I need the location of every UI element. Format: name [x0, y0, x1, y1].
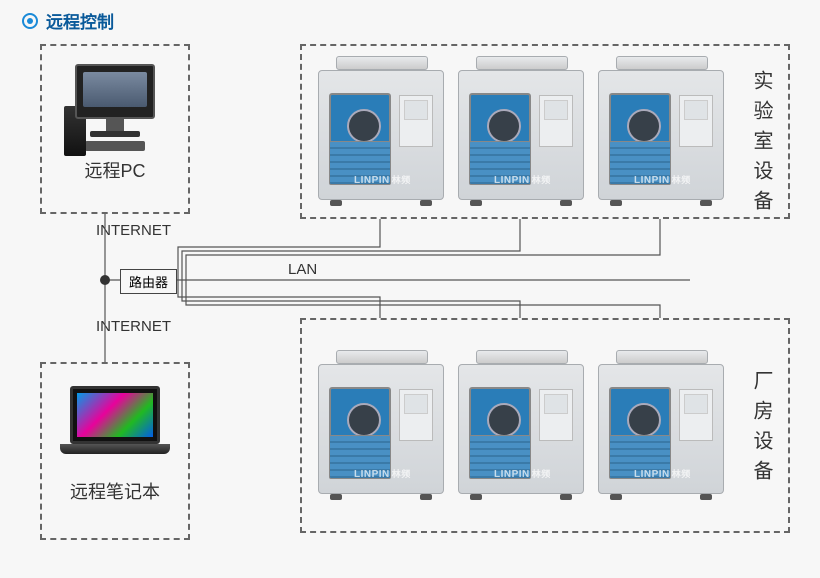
- remote-laptop-box: 远程笔记本: [40, 362, 190, 540]
- lab-equipment-box: LINPIN林频LINPIN林频LINPIN林频: [300, 44, 790, 219]
- laptop-label: 远程笔记本: [42, 478, 188, 504]
- target-icon: [22, 13, 38, 29]
- test-chamber-icon: LINPIN林频: [316, 350, 446, 500]
- remote-pc-box: 远程PC: [40, 44, 190, 214]
- test-chamber-icon: LINPIN林频: [316, 56, 446, 206]
- internet-label-bottom: INTERNET: [96, 318, 171, 335]
- router-node-icon: [100, 275, 110, 285]
- test-chamber-icon: LINPIN林频: [456, 56, 586, 206]
- factory-equipment-row: LINPIN林频LINPIN林频LINPIN林频: [302, 320, 788, 510]
- diagram-title: 远程控制: [22, 8, 114, 33]
- title-text: 远程控制: [46, 8, 114, 33]
- test-chamber-icon: LINPIN林频: [596, 350, 726, 500]
- factory-equipment-box: LINPIN林频LINPIN林频LINPIN林频: [300, 318, 790, 533]
- monitor-icon: [75, 64, 155, 119]
- laptop-icon: [60, 386, 170, 454]
- pc-label: 远程PC: [42, 157, 188, 183]
- test-chamber-icon: LINPIN林频: [456, 350, 586, 500]
- keyboard-icon: [85, 141, 145, 151]
- factory-vlabel: 厂房设备: [747, 370, 776, 490]
- internet-label-top: INTERNET: [96, 222, 171, 239]
- monitor-base: [90, 131, 140, 137]
- monitor-stand: [106, 119, 124, 131]
- router-label: 路由器: [120, 269, 177, 294]
- lab-equipment-row: LINPIN林频LINPIN林频LINPIN林频: [302, 46, 788, 216]
- lab-vlabel: 实验室设备: [747, 70, 776, 220]
- lan-label: LAN: [288, 261, 317, 278]
- test-chamber-icon: LINPIN林频: [596, 56, 726, 206]
